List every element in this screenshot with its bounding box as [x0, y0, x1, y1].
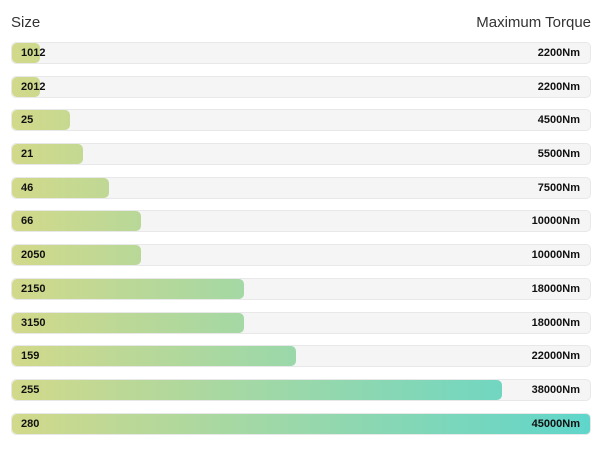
bar-category-label: 25 — [21, 114, 34, 127]
bar-value-label: 10000Nm — [531, 215, 580, 228]
bar-value-label: 18000Nm — [531, 316, 580, 329]
bar-row: 21 5500Nm — [11, 143, 591, 166]
bar-fill — [12, 144, 83, 165]
bar-row: 25 4500Nm — [11, 109, 591, 132]
bar-fill — [12, 278, 244, 299]
bar-value-label: 2200Nm — [537, 47, 580, 59]
bar-fill — [12, 76, 41, 97]
torque-bar-chart: 1012 2200Nm 2012 2200Nm 25 4500Nm 21 5500Nm 46 75… — [11, 42, 591, 446]
chart-header: Size Maximum Torque — [11, 12, 591, 32]
bar-fill — [12, 245, 141, 266]
bar-category-label: 21 — [21, 148, 34, 161]
bar-row: 280 45000Nm — [11, 412, 591, 435]
bar-fill — [12, 346, 296, 367]
bar-category-label: 255 — [21, 383, 40, 396]
bar-value-label: 7500Nm — [537, 181, 580, 194]
bar-fill — [12, 211, 141, 232]
bar-value-label: 22000Nm — [531, 350, 580, 363]
bar-fill — [12, 110, 70, 131]
bar-row: 1012 2200Nm — [11, 42, 591, 64]
bar-category-label: 3150 — [21, 316, 46, 329]
bar-row: 2150 18000Nm — [11, 277, 591, 300]
bar-category-label: 2012 — [21, 80, 46, 93]
bar-fill — [12, 177, 109, 198]
bar-category-label: 2050 — [21, 249, 46, 262]
bar-value-label: 18000Nm — [531, 282, 580, 295]
size-column-header: Size — [11, 13, 41, 31]
bar-fill — [12, 43, 41, 63]
bar-value-label: 2200Nm — [537, 80, 580, 93]
bar-value-label: 38000Nm — [531, 383, 580, 396]
bar-category-label: 280 — [21, 417, 40, 430]
bar-fill — [12, 413, 590, 434]
bar-category-label: 46 — [21, 181, 34, 194]
bar-fill — [12, 312, 244, 333]
bar-value-label: 10000Nm — [531, 249, 580, 262]
bar-row: 46 7500Nm — [11, 176, 591, 199]
bar-value-label: 45000Nm — [531, 417, 580, 430]
bar-row: 3150 18000Nm — [11, 311, 591, 334]
bar-row: 2012 2200Nm — [11, 75, 591, 98]
bar-row: 159 22000Nm — [11, 345, 591, 368]
bar-category-label: 66 — [21, 215, 34, 228]
bar-row: 66 10000Nm — [11, 210, 591, 233]
bar-value-label: 5500Nm — [537, 148, 580, 161]
bar-fill — [12, 379, 502, 400]
bar-category-label: 2150 — [21, 282, 46, 295]
torque-column-header: Maximum Torque — [476, 13, 591, 31]
bar-row: 255 38000Nm — [11, 378, 591, 401]
bar-category-label: 1012 — [21, 47, 46, 59]
bar-category-label: 159 — [21, 350, 40, 363]
bar-row: 2050 10000Nm — [11, 244, 591, 267]
bar-value-label: 4500Nm — [537, 114, 580, 127]
